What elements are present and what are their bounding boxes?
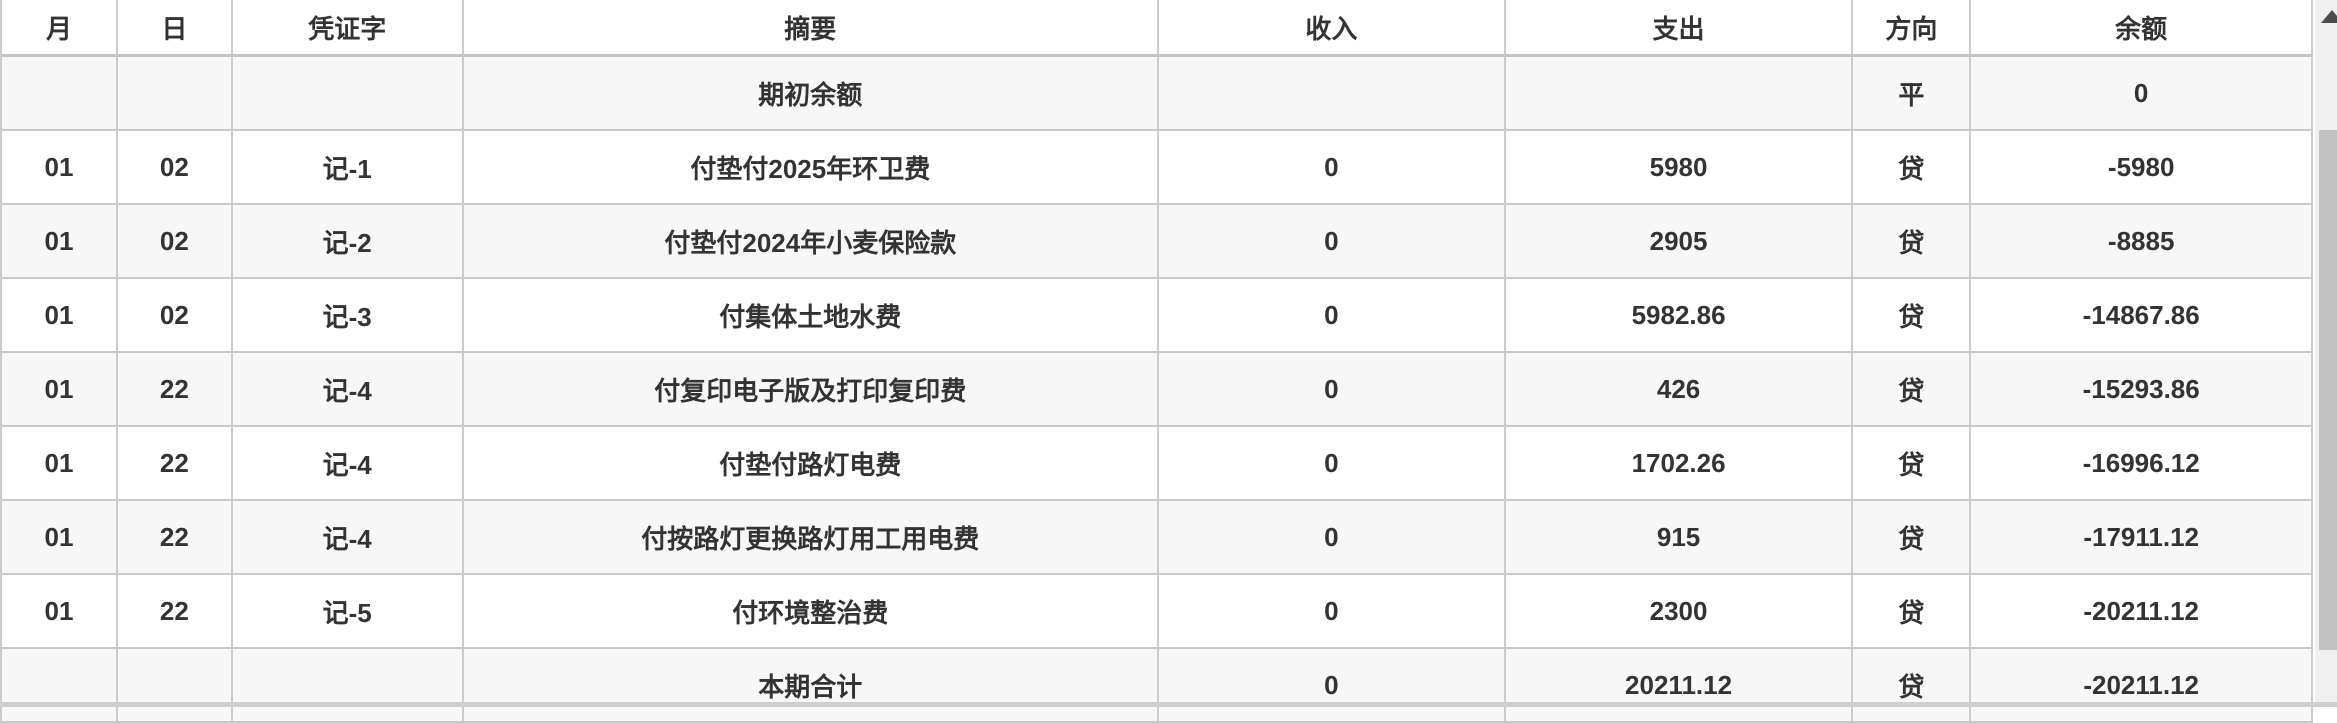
header-cell-day: 日 xyxy=(118,0,233,54)
cell-voucher xyxy=(233,57,464,129)
cell-expense: 2300 xyxy=(1506,575,1854,647)
cell-balance: -16996.12 xyxy=(1971,427,2313,499)
cell-income: 0 xyxy=(1159,279,1506,351)
vertical-scrollbar-thumb[interactable] xyxy=(2319,130,2337,650)
cell-summary: 本期合计 xyxy=(464,649,1159,721)
cell-income: 0 xyxy=(1159,575,1506,647)
cell-month: 01 xyxy=(2,427,118,499)
cell-direction: 平 xyxy=(1853,57,1971,129)
cell-expense xyxy=(1506,57,1854,129)
header-cell-expense: 支出 xyxy=(1506,0,1854,54)
cell-voucher: 记-4 xyxy=(233,501,464,573)
cell-income: 0 xyxy=(1159,353,1506,425)
cell-month xyxy=(2,57,118,129)
cell-day: 02 xyxy=(118,279,233,351)
cell-voucher xyxy=(233,649,464,721)
cell-summary: 付集体土地水费 xyxy=(464,279,1159,351)
cell-expense: 915 xyxy=(1506,501,1854,573)
cell-income: 0 xyxy=(1159,427,1506,499)
header-cell-summary: 摘要 xyxy=(464,0,1159,54)
cell-day: 22 xyxy=(118,353,233,425)
cell-expense: 1702.26 xyxy=(1506,427,1854,499)
header-cell-month: 月 xyxy=(2,0,118,54)
cell-summary: 付环境整治费 xyxy=(464,575,1159,647)
cell-balance: -15293.86 xyxy=(1971,353,2313,425)
cell-expense: 5982.86 xyxy=(1506,279,1854,351)
cell-day xyxy=(118,649,233,721)
cell-month xyxy=(2,649,118,721)
cell-income: 0 xyxy=(1159,501,1506,573)
cell-month: 01 xyxy=(2,353,118,425)
cell-summary: 付垫付2025年环卫费 xyxy=(464,131,1159,203)
cell-summary: 付复印电子版及打印复印费 xyxy=(464,353,1159,425)
cell-balance: 0 xyxy=(1971,57,2313,129)
cell-voucher: 记-5 xyxy=(233,575,464,647)
cell-direction: 贷 xyxy=(1853,501,1971,573)
cell-balance: -5980 xyxy=(1971,131,2313,203)
cell-summary: 期初余额 xyxy=(464,57,1159,129)
cell-voucher: 记-2 xyxy=(233,205,464,277)
cell-income: 0 xyxy=(1159,131,1506,203)
cell-income xyxy=(1159,57,1506,129)
cell-voucher: 记-1 xyxy=(233,131,464,203)
cell-expense: 5980 xyxy=(1506,131,1854,203)
cell-direction: 贷 xyxy=(1853,205,1971,277)
cell-day: 22 xyxy=(118,427,233,499)
cell-summary: 付按路灯更换路灯用工用电费 xyxy=(464,501,1159,573)
cell-direction: 贷 xyxy=(1853,353,1971,425)
cell-income: 0 xyxy=(1159,649,1506,721)
cell-balance: -8885 xyxy=(1971,205,2313,277)
cell-month: 01 xyxy=(2,575,118,647)
cell-month: 01 xyxy=(2,205,118,277)
cell-voucher: 记-4 xyxy=(233,427,464,499)
cell-balance: -17911.12 xyxy=(1971,501,2313,573)
scroll-up-icon[interactable] xyxy=(2321,10,2337,23)
horizontal-scrollbar[interactable] xyxy=(0,702,2337,707)
cell-summary: 付垫付2024年小麦保险款 xyxy=(464,205,1159,277)
cell-day: 02 xyxy=(118,131,233,203)
cell-balance: -14867.86 xyxy=(1971,279,2313,351)
cell-direction: 贷 xyxy=(1853,649,1971,721)
cell-summary: 付垫付路灯电费 xyxy=(464,427,1159,499)
cell-direction: 贷 xyxy=(1853,279,1971,351)
cell-balance: -20211.12 xyxy=(1971,649,2313,721)
cell-expense: 20211.12 xyxy=(1506,649,1854,721)
cell-day: 02 xyxy=(118,205,233,277)
cell-direction: 贷 xyxy=(1853,131,1971,203)
cell-voucher: 记-3 xyxy=(233,279,464,351)
cell-expense: 2905 xyxy=(1506,205,1854,277)
cell-direction: 贷 xyxy=(1853,427,1971,499)
header-row: 月日凭证字摘要收入支出方向余额 xyxy=(2,0,2313,57)
header-cell-voucher: 凭证字 xyxy=(233,0,464,54)
vertical-scrollbar[interactable] xyxy=(2315,0,2337,707)
cell-month: 01 xyxy=(2,501,118,573)
cell-month: 01 xyxy=(2,279,118,351)
cell-voucher: 记-4 xyxy=(233,353,464,425)
header-cell-direction: 方向 xyxy=(1853,0,1971,54)
cell-expense: 426 xyxy=(1506,353,1854,425)
cell-direction: 贷 xyxy=(1853,575,1971,647)
header-cell-income: 收入 xyxy=(1159,0,1506,54)
cell-income: 0 xyxy=(1159,205,1506,277)
cell-day xyxy=(118,57,233,129)
cell-day: 22 xyxy=(118,501,233,573)
header-cell-balance: 余额 xyxy=(1971,0,2313,54)
cell-month: 01 xyxy=(2,131,118,203)
cell-day: 22 xyxy=(118,575,233,647)
cell-balance: -20211.12 xyxy=(1971,575,2313,647)
